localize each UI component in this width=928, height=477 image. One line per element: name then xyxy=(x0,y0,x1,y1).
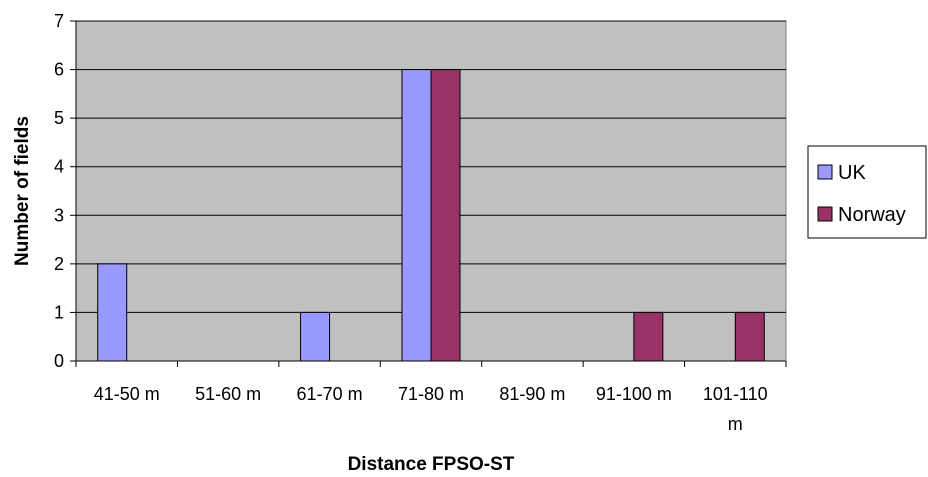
y-tick-label: 7 xyxy=(54,11,64,31)
y-tick-label: 6 xyxy=(54,60,64,80)
bar-norway-5 xyxy=(633,311,664,362)
y-axis-title: Number of fields xyxy=(12,116,33,266)
x-tick-label: 61-70 m xyxy=(297,384,363,404)
bar-uk-2 xyxy=(300,311,331,362)
y-tick-label: 5 xyxy=(54,108,64,128)
legend-label-norway: Norway xyxy=(838,204,906,226)
x-tick-label: 101-110 m xyxy=(703,384,768,434)
x-tick-label: 51-60 m xyxy=(195,384,261,404)
bar-norway-3 xyxy=(430,69,461,362)
y-tick-label: 4 xyxy=(54,157,64,177)
x-axis-title: Distance FPSO-ST xyxy=(348,454,515,475)
legend: UK Norway xyxy=(807,145,927,239)
x-tick-label: 81-90 m xyxy=(499,384,565,404)
axes xyxy=(70,20,787,367)
legend-label-uk: UK xyxy=(838,162,866,184)
legend-swatch-norway xyxy=(817,206,833,222)
bar-uk-3 xyxy=(401,69,432,362)
bars xyxy=(97,69,765,362)
bar-norway-6 xyxy=(734,311,765,362)
legend-box xyxy=(807,145,927,239)
legend-swatch-uk xyxy=(817,164,833,180)
y-tick-label: 3 xyxy=(54,205,64,225)
y-tick-label: 2 xyxy=(54,254,64,274)
y-tick-labels: 0 1 2 3 4 5 6 7 xyxy=(54,11,64,371)
y-tick-label: 1 xyxy=(54,302,64,322)
bar-uk-0 xyxy=(97,263,128,362)
x-tick-label: 71-80 m xyxy=(398,384,464,404)
y-tick-label: 0 xyxy=(54,351,64,371)
x-tick-label: 41-50 m xyxy=(94,384,160,404)
x-tick-label: 91-100 m xyxy=(596,384,672,404)
x-tick-labels: 41-50 m 51-60 m 61-70 m 71-80 m 81-90 m 91-10… xyxy=(94,384,768,434)
